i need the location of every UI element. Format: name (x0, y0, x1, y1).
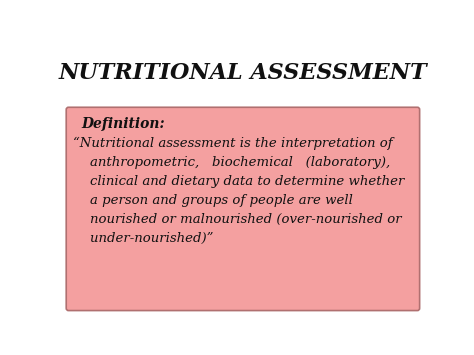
Text: NUTRITIONAL ASSESSMENT: NUTRITIONAL ASSESSMENT (59, 62, 427, 84)
Text: “Nutritional assessment is the interpretation of
    anthropometric,   biochemic: “Nutritional assessment is the interpret… (73, 137, 405, 245)
Text: Definition:: Definition: (81, 117, 164, 131)
FancyBboxPatch shape (66, 107, 419, 311)
